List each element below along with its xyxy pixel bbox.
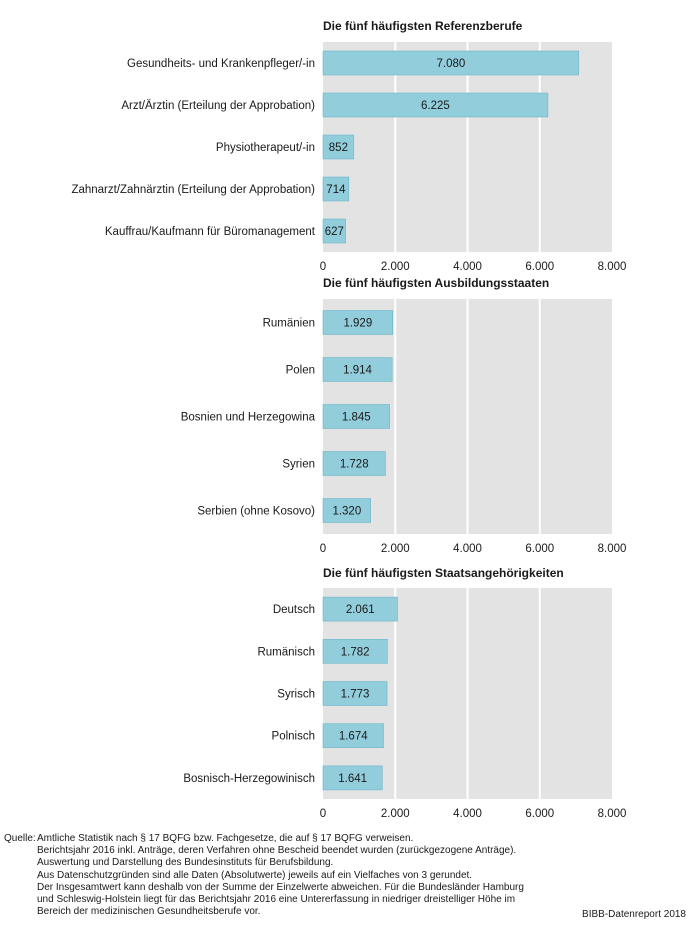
bar bbox=[322, 681, 388, 706]
category-label: Syrien bbox=[282, 459, 315, 471]
x-tick-label: 0 bbox=[320, 543, 326, 555]
value-label: 1.320 bbox=[332, 506, 361, 518]
x-tick-label: 8.000 bbox=[598, 808, 627, 820]
value-label: 2.061 bbox=[346, 604, 375, 616]
value-label: 1.773 bbox=[341, 689, 370, 701]
value-label: 1.728 bbox=[340, 459, 369, 471]
bar-chart-1: Die fünf häufigsten Referenzberufe Gesund… bbox=[71, 19, 626, 273]
category-label: Gesundheits- und Krankenpfleger/-in bbox=[127, 58, 315, 70]
x-tick-label: 6.000 bbox=[525, 543, 554, 555]
value-label: 1.845 bbox=[342, 412, 371, 424]
value-label: 1.782 bbox=[341, 646, 370, 658]
source-lines: Amtliche Statistik nach § 17 BQFG bzw. F… bbox=[37, 833, 694, 918]
category-label: Polnisch bbox=[272, 731, 315, 743]
source-note: Quelle: Amtliche Statistik nach § 17 BQF… bbox=[4, 833, 694, 918]
category-label: Polen bbox=[286, 365, 315, 377]
category-label: Arzt/Ärztin (Erteilung der Approbation) bbox=[121, 100, 315, 112]
source-line: Auswertung und Darstellung des Bundesins… bbox=[37, 857, 334, 869]
bar bbox=[322, 310, 393, 335]
value-label: 1.914 bbox=[343, 365, 372, 377]
bar bbox=[322, 638, 388, 664]
chart-title: Die fünf häufigsten Ausbildungsstaaten bbox=[323, 276, 549, 290]
source-label: Quelle: bbox=[4, 833, 36, 844]
bar-chart-2: Die fünf häufigsten Ausbildungsstaaten Ru… bbox=[181, 276, 627, 555]
category-label: Deutsch bbox=[273, 604, 315, 616]
category-label: Rumänien bbox=[263, 318, 315, 330]
value-label: 1.929 bbox=[343, 318, 372, 330]
source-line: Bereich der medizinischen Gesundheitsber… bbox=[37, 906, 261, 918]
category-label: Kauffrau/Kaufmann für Büromanagement bbox=[105, 226, 316, 238]
bar bbox=[322, 218, 346, 244]
bar bbox=[322, 723, 384, 749]
source-line: Der Insgesamtwert kann deshalb von der S… bbox=[37, 881, 524, 893]
bar bbox=[322, 404, 390, 429]
bar bbox=[322, 176, 350, 202]
value-label: 714 bbox=[326, 184, 346, 196]
source-line: Amtliche Statistik nach § 17 BQFG bzw. F… bbox=[37, 833, 414, 844]
x-tick-label: 2.000 bbox=[381, 808, 410, 820]
x-tick-label: 2.000 bbox=[381, 543, 410, 555]
x-tick-label: 6.000 bbox=[525, 808, 554, 820]
bar bbox=[322, 451, 386, 476]
value-label: 627 bbox=[325, 226, 344, 238]
chart-title: Die fünf häufigsten Referenzberufe bbox=[323, 19, 523, 33]
value-label: 1.674 bbox=[339, 731, 368, 743]
bar bbox=[322, 498, 371, 523]
x-tick-label: 4.000 bbox=[453, 808, 482, 820]
category-label: Bosnisch-Herzegowinisch bbox=[183, 773, 315, 785]
value-label: 7.080 bbox=[436, 58, 465, 70]
charts-canvas: Die fünf häufigsten Referenzberufe Gesund… bbox=[71, 19, 627, 820]
category-label: Zahnarzt/Zahnärztin (Erteilung der Appro… bbox=[71, 184, 315, 196]
x-tick-label: 8.000 bbox=[598, 261, 627, 273]
value-label: 852 bbox=[329, 142, 348, 154]
source-line: und Schleswig-Holstein liegt für das Ber… bbox=[37, 894, 516, 906]
x-tick-label: 6.000 bbox=[525, 261, 554, 273]
category-label: Bosnien und Herzegowina bbox=[181, 412, 316, 424]
value-label: 6.225 bbox=[421, 100, 450, 112]
bar bbox=[322, 134, 355, 160]
category-label: Rumänisch bbox=[257, 646, 315, 658]
x-tick-label: 2.000 bbox=[381, 261, 410, 273]
brand-label: BIBB-Datenreport 2018 bbox=[582, 909, 686, 920]
bar bbox=[322, 92, 549, 118]
bar bbox=[322, 765, 383, 791]
bar bbox=[322, 596, 398, 622]
x-tick-label: 0 bbox=[320, 808, 326, 820]
x-tick-label: 4.000 bbox=[453, 261, 482, 273]
chart-title: Die fünf häufigsten Staatsangehörigkeite… bbox=[323, 566, 564, 580]
value-label: 1.641 bbox=[338, 773, 367, 785]
bar bbox=[322, 357, 393, 382]
x-tick-label: 8.000 bbox=[598, 543, 627, 555]
bar-chart-3: Die fünf häufigsten Staatsangehörigkeite… bbox=[183, 566, 626, 820]
source-line: Aus Datenschutzgründen sind alle Daten (… bbox=[37, 869, 473, 881]
category-label: Syrisch bbox=[277, 689, 315, 701]
x-tick-label: 4.000 bbox=[453, 543, 482, 555]
bar bbox=[322, 50, 580, 76]
x-tick-label: 0 bbox=[320, 261, 326, 273]
source-line: Berichtsjahr 2016 inkl. Anträge, deren V… bbox=[37, 845, 517, 857]
category-label: Physiotherapeut/-in bbox=[216, 142, 315, 154]
category-label: Serbien (ohne Kosovo) bbox=[197, 506, 315, 518]
